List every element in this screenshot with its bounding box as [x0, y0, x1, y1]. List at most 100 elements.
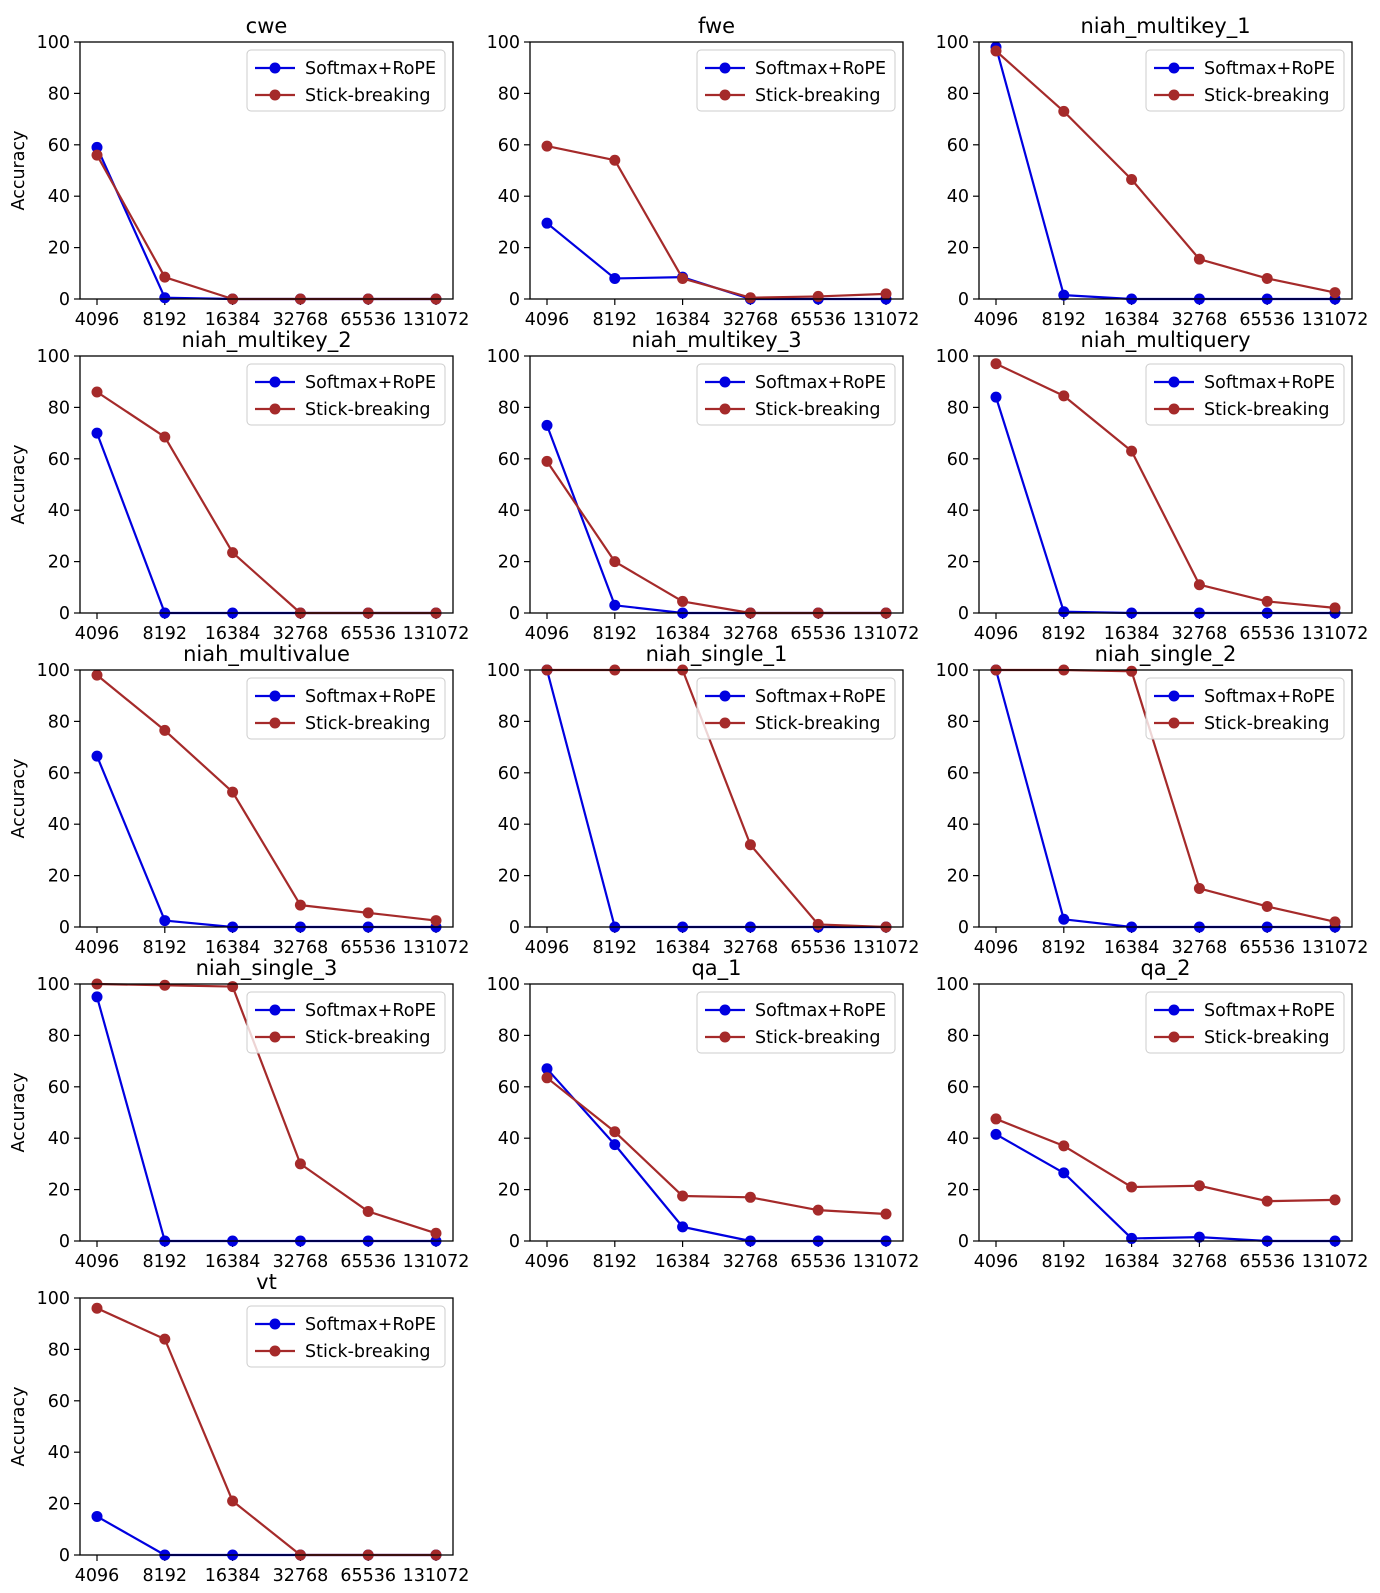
data-point [990, 45, 1002, 57]
legend: Softmax+RoPE Stick-breaking [1145, 991, 1345, 1054]
data-point [1193, 1180, 1205, 1192]
x-tick-label: 32768 [1172, 624, 1228, 644]
x-tick-label: 32768 [723, 310, 779, 330]
x-tick-label: 65536 [790, 310, 846, 330]
data-point [812, 290, 824, 302]
x-tick-label: 32768 [1172, 1252, 1228, 1272]
y-tick-label: 0 [59, 918, 70, 938]
y-tick-label: 40 [48, 187, 70, 207]
y-tick-label: 100 [37, 975, 70, 995]
y-tick-label: 0 [59, 1232, 70, 1252]
y-tick-label: 80 [947, 712, 969, 732]
data-point [541, 1072, 553, 1084]
chart-title: qa_2 [1140, 956, 1190, 981]
y-tick-label: 60 [48, 1392, 70, 1412]
data-point [227, 547, 239, 559]
y-tick-label: 80 [947, 398, 969, 418]
y-tick-label: 100 [37, 33, 70, 53]
data-point [990, 1128, 1002, 1140]
data-point [1329, 916, 1341, 928]
legend-box [1145, 991, 1345, 1054]
x-tick-label: 8192 [143, 310, 188, 330]
y-tick-label: 60 [498, 1078, 520, 1098]
data-point [294, 1158, 306, 1170]
chart-title: vt [256, 1270, 277, 1294]
legend-label: Stick-breaking [305, 1028, 431, 1048]
y-tick-label: 20 [48, 1495, 70, 1515]
x-tick-label: 65536 [790, 1252, 846, 1272]
y-axis-label: Accuracy [9, 1073, 29, 1153]
data-point [880, 1208, 892, 1220]
x-tick-label: 131072 [403, 938, 470, 958]
y-tick-label: 20 [48, 553, 70, 573]
y-tick-label: 100 [487, 347, 520, 367]
legend-box [696, 677, 896, 740]
y-tick-label: 100 [487, 975, 520, 995]
y-tick-label: 20 [498, 867, 520, 887]
x-tick-label: 4096 [75, 1566, 120, 1586]
data-point [1329, 1194, 1341, 1206]
legend-box [1145, 363, 1345, 426]
legend-marker [269, 62, 281, 74]
legend-marker [269, 1031, 281, 1043]
x-tick-label: 16384 [1104, 1252, 1160, 1272]
y-tick-label: 60 [947, 136, 969, 156]
axes-frame [978, 41, 1353, 300]
y-tick-label: 60 [48, 1078, 70, 1098]
data-point [91, 386, 103, 398]
y-tick-label: 80 [947, 84, 969, 104]
y-tick-label: 40 [947, 501, 969, 521]
x-tick-label: 4096 [75, 310, 120, 330]
x-tick-label: 16384 [655, 310, 711, 330]
subplot-niah_multivalue: 0 20 40 60 80 100 4096 8192 16384 32768 65536 13107… [9, 642, 469, 958]
x-tick-label: 131072 [1302, 624, 1369, 644]
y-tick-label: 0 [509, 604, 520, 624]
data-point [812, 918, 824, 930]
legend: Softmax+RoPE Stick-breaking [246, 363, 446, 426]
subplot-niah_single_3: 0 20 40 60 80 100 4096 8192 16384 32768 65536 13107… [9, 956, 469, 1272]
data-point [91, 991, 103, 1003]
legend-label: Stick-breaking [755, 714, 881, 734]
legend: Softmax+RoPE Stick-breaking [696, 363, 896, 426]
legend-marker [269, 403, 281, 415]
x-tick-label: 4096 [974, 310, 1019, 330]
axes-frame [529, 983, 904, 1242]
x-tick-label: 16384 [1104, 938, 1160, 958]
y-tick-label: 0 [59, 1546, 70, 1566]
data-point [609, 556, 621, 568]
legend-label: Softmax+RoPE [1204, 687, 1335, 707]
data-point [990, 1113, 1002, 1125]
x-tick-label: 8192 [1042, 938, 1087, 958]
data-point [1261, 272, 1273, 284]
data-point [609, 1139, 621, 1151]
series-line-Stick-breaking [546, 145, 887, 299]
data-point [91, 141, 103, 153]
data-point [430, 1227, 442, 1239]
y-tick-label: 20 [947, 867, 969, 887]
data-point [541, 455, 553, 467]
chart-title: niah_multikey_2 [181, 328, 351, 353]
y-tick-label: 100 [487, 661, 520, 681]
x-tick-label: 16384 [1104, 310, 1160, 330]
data-point [1193, 253, 1205, 265]
legend-marker [269, 690, 281, 702]
legend-marker [269, 1318, 281, 1330]
y-tick-label: 60 [498, 764, 520, 784]
y-tick-label: 80 [48, 84, 70, 104]
x-tick-label: 8192 [1042, 624, 1087, 644]
y-tick-label: 40 [48, 1443, 70, 1463]
x-tick-label: 65536 [340, 310, 396, 330]
x-tick-label: 4096 [525, 624, 570, 644]
legend-label: Softmax+RoPE [305, 373, 436, 393]
data-point [1329, 287, 1341, 299]
x-tick-label: 4096 [75, 1252, 120, 1272]
y-tick-label: 60 [48, 450, 70, 470]
x-tick-label: 4096 [75, 624, 120, 644]
chart-title: niah_multikey_3 [631, 328, 801, 353]
legend-label: Softmax+RoPE [1204, 1001, 1335, 1021]
x-tick-label: 16384 [205, 310, 261, 330]
legend-label: Softmax+RoPE [305, 59, 436, 79]
data-point [880, 288, 892, 300]
subplot-niah_single_1: 0 20 40 60 80 100 4096 8192 16384 32768 65536 13107… [487, 642, 920, 958]
